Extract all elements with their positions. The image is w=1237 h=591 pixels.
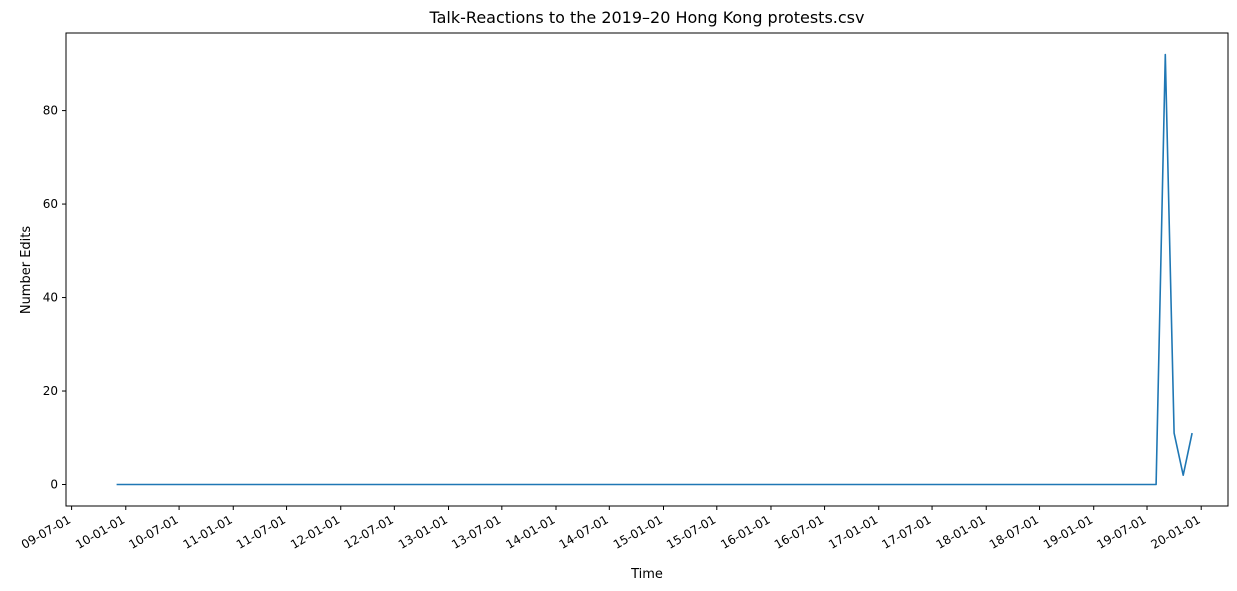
chart-title: Talk-Reactions to the 2019–20 Hong Kong … [429, 8, 865, 27]
x-tick-label: 18-01-01 [934, 512, 988, 551]
y-tick-label: 20 [43, 384, 58, 398]
x-tick-label: 15-01-01 [611, 512, 665, 551]
series-layer [116, 53, 1193, 486]
x-tick-label: 16-07-01 [772, 512, 826, 551]
series-line [116, 53, 1193, 486]
x-tick-label: 14-01-01 [503, 512, 557, 551]
x-tick-label: 09-07-01 [19, 512, 73, 551]
y-tick-label: 80 [43, 104, 58, 118]
x-tick-label: 13-07-01 [449, 512, 503, 551]
x-tick-label: 20-01-01 [1149, 512, 1203, 551]
x-axis: 09-07-01 10-01-01 10-07-01 11-01-01 11-07-01… [19, 506, 1203, 552]
plot-area [65, 32, 1229, 507]
y-axis: 0 20 40 60 80 [43, 104, 66, 492]
x-tick-label: 15-07-01 [664, 512, 718, 551]
x-axis-label: Time [630, 567, 663, 582]
x-tick-label: 11-07-01 [234, 512, 288, 551]
x-tick-label: 11-01-01 [181, 512, 235, 551]
x-tick-label: 12-01-01 [288, 512, 342, 551]
y-axis-label: Number Edits [19, 226, 34, 315]
y-tick-label: 0 [50, 478, 58, 492]
x-tick-label: 12-07-01 [342, 512, 396, 551]
x-tick-label: 19-01-01 [1041, 512, 1095, 551]
x-tick-label: 10-07-01 [126, 512, 180, 551]
x-tick-label: 14-07-01 [557, 512, 611, 551]
x-tick-label: 16-01-01 [718, 512, 772, 551]
x-tick-label: 10-01-01 [73, 512, 127, 551]
x-tick-label: 13-01-01 [396, 512, 450, 551]
x-tick-label: 18-07-01 [987, 512, 1041, 551]
x-tick-label: 19-07-01 [1094, 512, 1148, 551]
x-tick-label: 17-01-01 [826, 512, 880, 551]
x-tick-label: 17-07-01 [879, 512, 933, 551]
y-tick-label: 40 [43, 291, 58, 305]
y-tick-label: 60 [43, 197, 58, 211]
